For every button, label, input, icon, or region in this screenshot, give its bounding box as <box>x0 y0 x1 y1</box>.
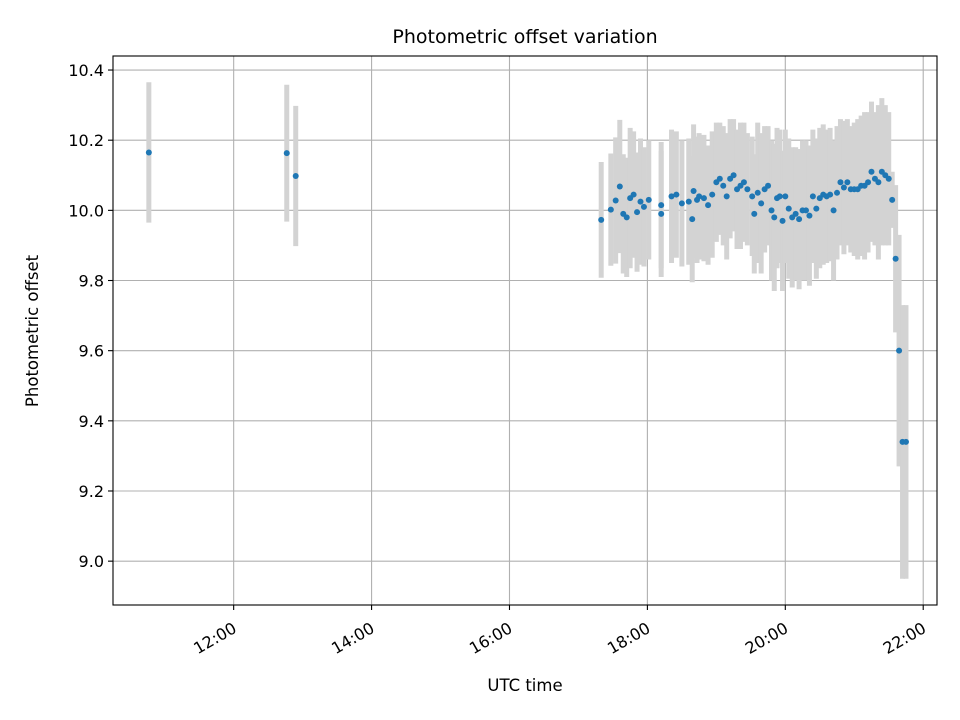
grid <box>113 56 937 605</box>
data-point <box>889 196 896 203</box>
data-point <box>865 179 872 186</box>
data-point <box>673 191 680 198</box>
data-point <box>751 210 758 217</box>
data-point <box>723 193 730 200</box>
data-point <box>806 212 813 219</box>
y-tick-label: 10.0 <box>68 201 104 220</box>
data-points <box>145 149 909 445</box>
data-point <box>645 196 652 203</box>
data-point <box>744 186 751 193</box>
data-point <box>868 168 875 175</box>
y-tick-label: 9.8 <box>79 272 104 291</box>
data-point <box>813 205 820 212</box>
chart-title: Photometric offset variation <box>392 26 657 48</box>
plot-frame <box>112 55 938 606</box>
data-point <box>827 191 834 198</box>
data-point <box>837 179 844 186</box>
data-point <box>792 210 799 217</box>
data-point <box>640 203 647 210</box>
data-point <box>844 179 851 186</box>
data-point <box>902 438 909 445</box>
data-point <box>758 200 765 207</box>
data-point <box>292 172 299 179</box>
data-point <box>607 206 614 213</box>
data-point <box>658 202 665 209</box>
data-point <box>690 188 697 195</box>
data-point <box>885 175 892 182</box>
data-point <box>730 172 737 179</box>
data-point <box>623 214 630 221</box>
data-point <box>283 150 290 157</box>
y-tick-label: 10.4 <box>68 61 104 80</box>
y-axis-ticks: 9.0 9.2 9.4 9.6 9.8 10.0 10.2 10.4 <box>68 61 113 571</box>
y-tick-label: 9.4 <box>79 412 104 431</box>
y-axis-label: Photometric offset <box>23 254 42 407</box>
data-point <box>840 184 847 191</box>
data-point <box>740 179 747 186</box>
data-point <box>696 193 703 200</box>
data-point <box>689 216 696 223</box>
data-point <box>598 216 605 223</box>
data-point <box>776 193 783 200</box>
data-point <box>796 216 803 223</box>
data-point <box>709 191 716 198</box>
data-point <box>830 207 837 214</box>
y-tick-label: 9.0 <box>79 552 104 571</box>
data-point <box>834 189 841 196</box>
data-point <box>705 202 712 209</box>
x-axis-label: UTC time <box>487 676 562 695</box>
data-point <box>612 197 619 204</box>
data-point <box>875 179 882 186</box>
data-point <box>720 182 727 189</box>
data-point <box>779 217 786 224</box>
data-point <box>668 193 675 200</box>
data-point <box>782 193 789 200</box>
data-point <box>896 347 903 354</box>
data-point <box>749 193 756 200</box>
data-point <box>685 198 692 205</box>
data-point <box>637 198 644 205</box>
data-point <box>771 214 778 221</box>
data-point <box>616 183 623 190</box>
data-point <box>634 209 641 216</box>
data-point <box>768 207 775 214</box>
y-tick-label: 10.2 <box>68 131 104 150</box>
data-point <box>716 175 723 182</box>
data-point <box>658 210 665 217</box>
data-point <box>785 205 792 212</box>
data-point <box>678 200 685 207</box>
data-point <box>145 149 152 156</box>
data-point <box>809 193 816 200</box>
data-point <box>765 182 772 189</box>
data-point <box>700 195 707 202</box>
data-point <box>802 207 809 214</box>
data-point <box>630 191 637 198</box>
y-tick-label: 9.6 <box>79 342 104 361</box>
data-point <box>892 255 899 262</box>
y-tick-label: 9.2 <box>79 482 104 501</box>
data-point <box>754 189 761 196</box>
